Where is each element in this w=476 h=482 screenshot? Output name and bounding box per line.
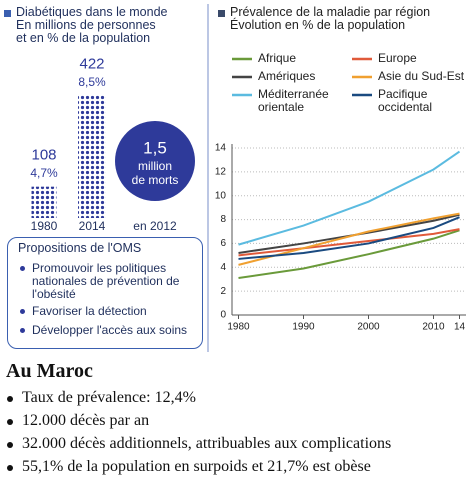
fact-item: 55,1% de la population en surpoids et 21… (7, 458, 371, 475)
title-marker (4, 10, 11, 17)
proposals-title: Propositions de l'OMS (18, 241, 142, 255)
legend-label: Pacifique occidental (378, 87, 433, 114)
dot-bar (31, 186, 57, 218)
x-tick-label: 1980 (227, 322, 250, 333)
death-caption: en 2012 (133, 219, 177, 233)
dot-bar (78, 95, 106, 218)
death-text: de morts (132, 173, 179, 187)
series-line (238, 150, 461, 246)
y-tick-label: 4 (220, 262, 226, 273)
chart-title: Diabétiques dans le monde (16, 5, 168, 19)
title-marker (218, 10, 225, 17)
legend-label: Méditerranée orientale (258, 87, 329, 114)
legend-label: Asie du Sud-Est (378, 69, 465, 83)
y-tick-label: 0 (220, 310, 226, 321)
value-label: 108 (31, 147, 56, 164)
proposal-item: Favoriser la détection (20, 305, 202, 318)
death-number: 1,5 (143, 138, 167, 157)
death-text: million (138, 159, 172, 173)
series-line (238, 229, 460, 280)
x-tick-label: 2010 (422, 322, 445, 333)
section-title: Au Maroc (6, 360, 93, 382)
x-tick-label: 2000 (357, 322, 380, 333)
chart-subtitle: En millions de personnes (16, 18, 156, 32)
series-line (238, 216, 460, 260)
percent-label: 8,5% (78, 75, 106, 89)
fact-item: Taux de prévalence: 12,4% (7, 389, 196, 406)
x-tick-label: 2014 (79, 219, 106, 233)
series-line (238, 212, 460, 266)
y-tick-label: 14 (215, 143, 227, 154)
y-tick-label: 2 (220, 286, 226, 297)
fact-item: 32.000 décès additionnels, attribuables … (6, 435, 392, 452)
y-tick-label: 12 (215, 166, 227, 177)
legend-label: Europe (378, 51, 417, 65)
proposals-box: Propositions de l'OMS Promouvoir les pol… (7, 237, 203, 349)
death-bubble (115, 121, 195, 201)
chart-subtitle: et en % de la population (16, 31, 151, 45)
y-tick-label: 10 (215, 190, 227, 201)
legend-label: Afrique (258, 51, 297, 65)
percent-label: 4,7% (30, 166, 58, 180)
series-line (238, 228, 460, 257)
chart-title: Prévalence de la maladie par région (230, 5, 431, 19)
value-label: 422 (79, 56, 104, 73)
chart-subtitle: Évolution en % de la population (230, 18, 406, 32)
y-tick-label: 6 (220, 238, 226, 249)
legend-label: Amériques (258, 69, 316, 83)
proposal-item: Développer l'accès aux soins (20, 324, 202, 337)
x-tick-label: 1980 (31, 219, 58, 233)
fact-item: 12.000 décès par an (6, 412, 150, 429)
proposal-item: Promouvoir les politiques nationales de … (20, 262, 202, 301)
x-tick-label: 1990 (292, 322, 315, 333)
series-line (238, 213, 460, 254)
y-tick-label: 8 (220, 214, 226, 225)
x-tick-label: 14 (454, 322, 466, 333)
